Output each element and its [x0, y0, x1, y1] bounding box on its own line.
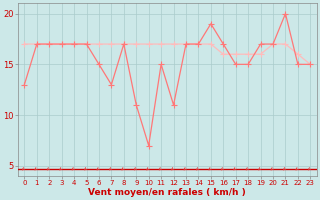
X-axis label: Vent moyen/en rafales ( km/h ): Vent moyen/en rafales ( km/h ) [88, 188, 246, 197]
